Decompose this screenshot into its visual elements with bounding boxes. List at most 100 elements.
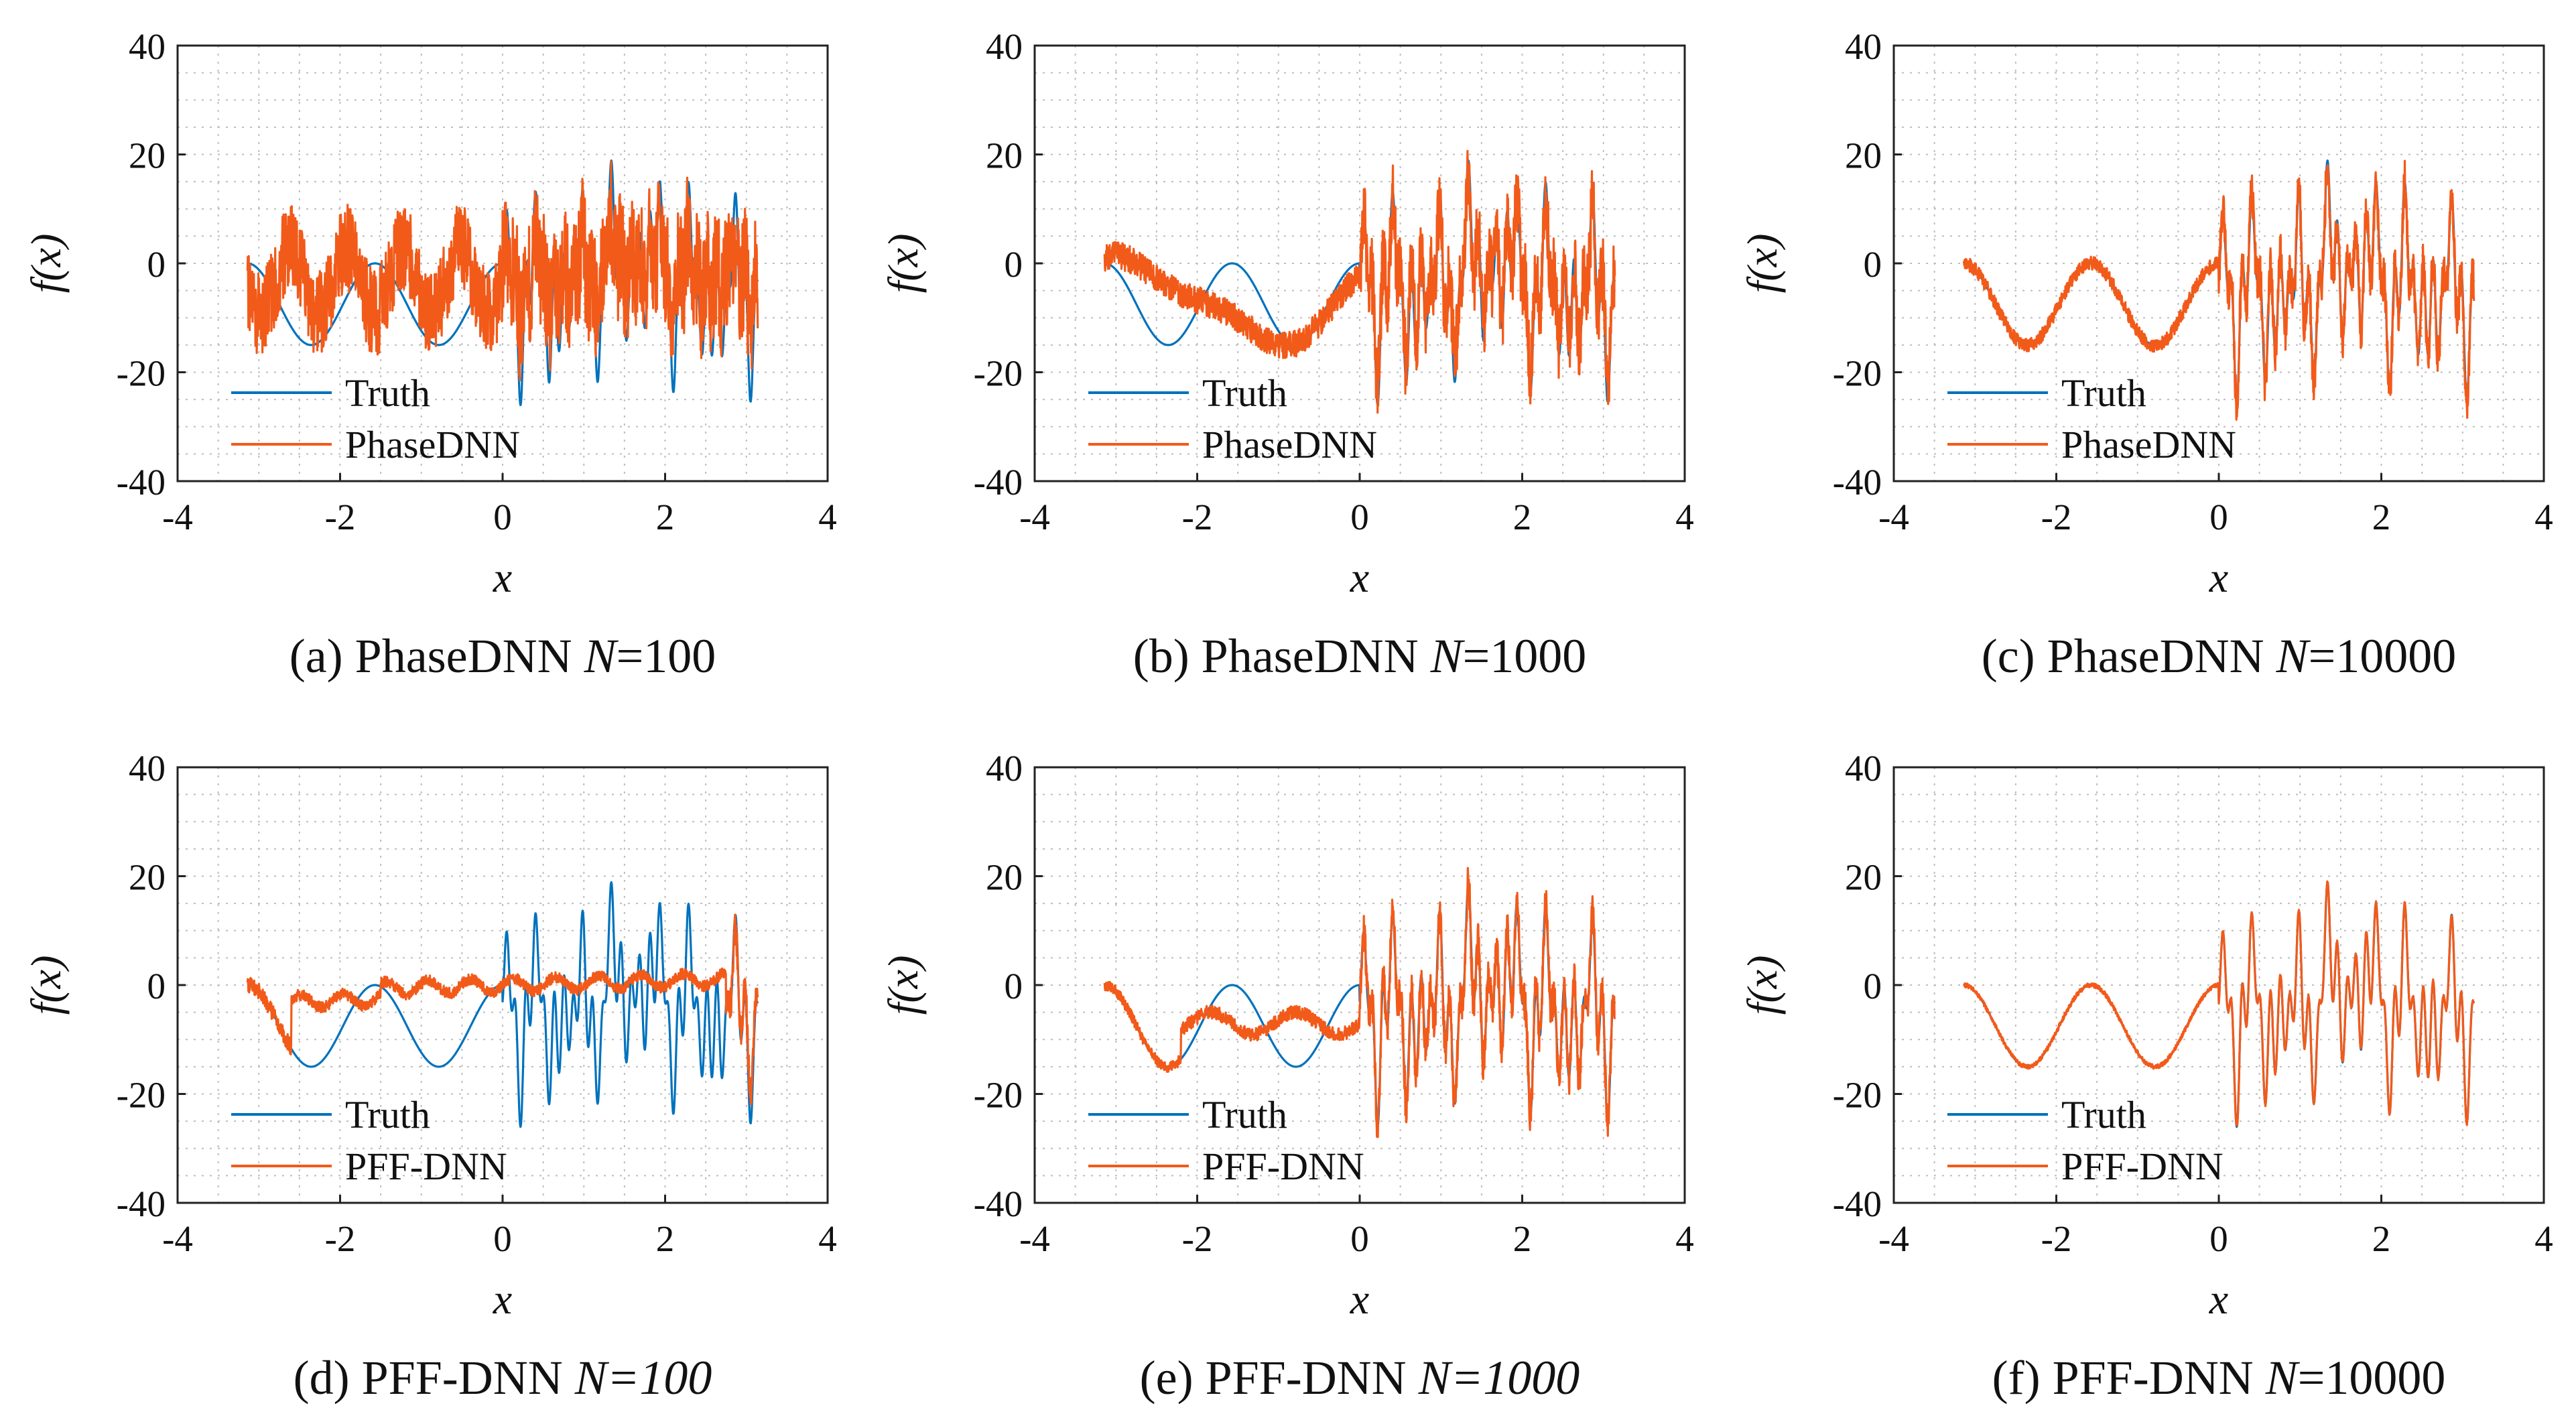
model-series-line (1103, 149, 1616, 414)
legend-label-truth: Truth (2061, 1093, 2146, 1137)
x-tick-label: 4 (818, 1218, 837, 1259)
y-tick-label: -20 (974, 353, 1023, 394)
panel-caption: (f) PFF-DNN N=10000 (1992, 1351, 2446, 1405)
x-tick-label: -4 (162, 1218, 193, 1259)
y-tick-label: 20 (986, 857, 1023, 898)
caption-prefix: (e) PFF-DNN (1140, 1351, 1419, 1405)
x-tick-label: 4 (818, 497, 837, 537)
y-tick-label: 20 (129, 135, 166, 176)
x-tick-label: 2 (2372, 1218, 2391, 1259)
x-axis-label: x (493, 554, 512, 601)
caption-n-value: =100 (607, 1351, 712, 1405)
x-tick-label: 2 (656, 1218, 675, 1259)
caption-n-label: N (1418, 1351, 1454, 1405)
caption-n-label: N (2265, 1351, 2301, 1405)
panel-b: -4 -2 0 2 440200-20-40xf(x)TruthPhaseDNN(b) … (879, 26, 1694, 683)
y-tick-label: -20 (1833, 1075, 1882, 1116)
x-tick-label: 4 (2534, 1218, 2553, 1259)
x-tick-label: -2 (1182, 1218, 1213, 1259)
panel-caption: (e) PFF-DNN N=1000 (1140, 1351, 1580, 1405)
caption-prefix: (b) PhaseDNN (1133, 629, 1431, 683)
y-axis-label: f(x) (879, 234, 927, 294)
x-tick-label: 0 (1350, 1218, 1369, 1259)
caption-n-value: =10000 (2298, 1351, 2446, 1405)
y-tick-label: 20 (986, 135, 1023, 176)
model-series-line (1962, 159, 2475, 421)
caption-n-label: N (584, 629, 619, 683)
y-tick-label: -40 (1833, 462, 1882, 503)
x-axis-label: x (1350, 554, 1369, 601)
x-tick-label: 4 (1675, 497, 1694, 537)
y-axis-label: f(x) (1738, 956, 1786, 1015)
caption-n-label: N (1430, 629, 1466, 683)
caption-prefix: (a) PhaseDNN (289, 629, 584, 683)
x-tick-label: 2 (2372, 497, 2391, 537)
x-axis-label: x (1350, 1275, 1369, 1323)
y-tick-label: 40 (986, 748, 1023, 789)
x-tick-label: 4 (2534, 497, 2553, 537)
x-tick-label: 0 (493, 497, 512, 537)
y-tick-label: 40 (1845, 26, 1882, 67)
x-tick-label: 0 (493, 1218, 512, 1259)
y-tick-label: -20 (117, 1075, 166, 1116)
x-tick-label: -4 (1878, 1218, 1909, 1259)
x-tick-label: 0 (2209, 497, 2228, 537)
y-tick-label: 20 (129, 857, 166, 898)
x-tick-label: -4 (1019, 497, 1050, 537)
caption-n-value: =1000 (1451, 1351, 1580, 1405)
panel-caption: (b) PhaseDNN N=1000 (1133, 629, 1587, 683)
panel-caption: (d) PFF-DNN N=100 (294, 1351, 712, 1405)
x-tick-label: -2 (2041, 1218, 2072, 1259)
y-tick-label: 40 (129, 748, 166, 789)
y-tick-label: -40 (1833, 1183, 1882, 1224)
x-tick-label: 2 (656, 497, 675, 537)
x-tick-label: -4 (1019, 1218, 1050, 1259)
y-tick-label: 20 (1845, 135, 1882, 176)
panel-c: -4 -2 0 2 440200-20-40xf(x)TruthPhaseDNN(c) … (1738, 26, 2553, 683)
panel-caption: (a) PhaseDNN N=100 (289, 629, 716, 683)
model-series-line (1103, 866, 1616, 1139)
model-series-line (1962, 880, 2475, 1126)
legend-label-model: PhaseDNN (2061, 423, 2236, 466)
y-tick-label: 0 (1005, 966, 1023, 1007)
y-tick-label: 40 (1845, 748, 1882, 789)
legend-label-model: PhaseDNN (1202, 423, 1377, 466)
y-tick-label: -20 (1833, 353, 1882, 394)
y-tick-label: 0 (1864, 966, 1882, 1007)
x-tick-label: -4 (162, 497, 193, 537)
legend-label-truth: Truth (345, 371, 430, 415)
y-tick-label: -40 (117, 462, 166, 503)
legend-label-model: PhaseDNN (345, 423, 520, 466)
y-tick-label: 0 (147, 244, 166, 285)
y-axis-label: f(x) (22, 956, 70, 1015)
legend-label-model: PFF-DNN (1202, 1145, 1364, 1188)
y-tick-label: -40 (974, 1183, 1023, 1224)
legend-label-model: PFF-DNN (2061, 1145, 2224, 1188)
x-tick-label: -2 (325, 1218, 356, 1259)
caption-n-value: =10000 (2309, 629, 2457, 683)
y-tick-label: 40 (129, 26, 166, 67)
x-tick-label: 0 (1350, 497, 1369, 537)
truth-series-line (247, 881, 759, 1128)
x-tick-label: 0 (2209, 1218, 2228, 1259)
legend-label-truth: Truth (1202, 371, 1287, 415)
panel-caption: (c) PhaseDNN N=10000 (1982, 629, 2457, 683)
model-series-line (246, 160, 759, 382)
y-axis-label: f(x) (1738, 234, 1786, 294)
legend-label-truth: Truth (2061, 371, 2146, 415)
legend-label-model: PFF-DNN (345, 1145, 507, 1188)
caption-prefix: (d) PFF-DNN (294, 1351, 575, 1405)
legend-label-truth: Truth (1202, 1093, 1287, 1137)
caption-n-label: N (574, 1351, 610, 1405)
y-axis-label: f(x) (22, 234, 70, 294)
caption-n-value: =100 (617, 629, 716, 683)
x-tick-label: -4 (1878, 497, 1909, 537)
caption-n-value: =1000 (1463, 629, 1587, 683)
caption-prefix: (c) PhaseDNN (1982, 629, 2276, 683)
x-tick-label: -2 (2041, 497, 2072, 537)
model-series-line (246, 913, 759, 1106)
